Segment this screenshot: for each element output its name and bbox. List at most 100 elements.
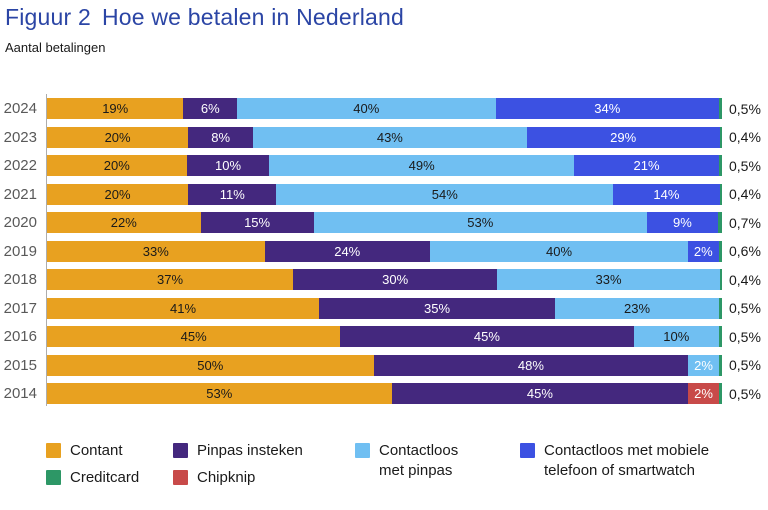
figure-header: Figuur 2 Hoe we betalen in Nederland Aant… — [0, 0, 768, 55]
legend-label: Pinpas insteken — [197, 442, 303, 459]
segment-contactloos-met-pinpas: 53% — [313, 212, 647, 233]
segment-value-label: 45% — [526, 386, 553, 401]
segment-pinpas-insteken: 6% — [183, 98, 238, 119]
segment-value-label: 35% — [423, 300, 451, 316]
segment-contant: 50% — [47, 354, 374, 376]
legend-label: Contant — [70, 442, 123, 459]
segment-value-label: 2% — [694, 357, 713, 373]
segment-contactloos-mobiel: 34% — [495, 98, 720, 119]
segment-chipknip: 2% — [688, 383, 719, 404]
segment-creditcard — [717, 212, 722, 233]
segment-contant: 41% — [47, 297, 319, 319]
legend-color-swatch — [355, 443, 370, 458]
year-label: 2021 — [3, 185, 37, 203]
creditcard-value-label: 0,5% — [729, 357, 761, 373]
bar-track: 19% 6% 40% 34% — [47, 98, 722, 119]
bar-row: 2022 20% 10% 49% 21% 0,5% — [0, 155, 768, 176]
creditcard-value-label: 0,7% — [729, 214, 761, 231]
bar-row: 2020 22% 15% 53% 9% 0,7% — [0, 212, 768, 233]
segment-contactloos-met-pinpas: 10% — [633, 326, 720, 347]
segment-creditcard — [719, 126, 722, 148]
bar-track: 41% 35% 23% — [47, 297, 723, 319]
segment-contant: 20% — [47, 126, 189, 148]
bar-row: 2019 33% 24% 40% 2% 0,6% — [0, 240, 768, 262]
segment-contactloos-met-pinpas: 40% — [237, 98, 496, 119]
segment-value-label: 45% — [180, 329, 207, 344]
figure-title-text: Hoe we betalen in Nederland — [101, 4, 405, 30]
segment-value-label: 20% — [104, 129, 131, 145]
year-label: 2023 — [3, 128, 37, 146]
year-label: 2016 — [3, 328, 37, 345]
segment-pinpas-insteken: 10% — [186, 155, 270, 176]
segment-value-label: 14% — [653, 186, 680, 202]
segment-value-label: 50% — [197, 357, 224, 373]
figure-title: Figuur 2 Hoe we betalen in Nederland — [5, 4, 768, 31]
legend-item: Chipknip — [173, 468, 355, 488]
segment-pinpas-insteken: 11% — [188, 183, 277, 205]
year-label: 2014 — [3, 385, 37, 402]
segment-contant: 19% — [47, 98, 184, 119]
creditcard-value-label: 0,5% — [729, 328, 761, 345]
segment-pinpas-insteken: 30% — [293, 269, 498, 290]
segment-value-label: 33% — [142, 243, 169, 259]
segment-contant: 53% — [47, 383, 392, 404]
segment-value-label: 53% — [206, 386, 233, 401]
segment-value-label: 15% — [244, 215, 271, 230]
segment-contant: 33% — [47, 240, 265, 262]
legend-color-swatch — [173, 470, 188, 485]
year-label: 2019 — [3, 242, 37, 260]
segment-value-label: 10% — [663, 329, 690, 344]
segment-creditcard — [718, 240, 722, 262]
segment-creditcard — [719, 269, 722, 290]
segment-value-label: 34% — [594, 101, 621, 116]
segment-value-label: 9% — [673, 215, 692, 230]
bar-row: 2024 19% 6% 40% 34% 0,5% — [0, 98, 768, 119]
segment-creditcard — [719, 326, 722, 347]
segment-value-label: 20% — [104, 186, 131, 202]
creditcard-value-label: 0,5% — [729, 385, 761, 402]
segment-pinpas-insteken: 15% — [200, 212, 314, 233]
segment-pinpas-insteken: 48% — [373, 354, 689, 376]
legend-label: Contactloos met pinpas — [379, 442, 459, 479]
segment-contactloos-mobiel: 14% — [613, 183, 720, 205]
bar-row: 2017 41% 35% 23% 0,5% — [0, 297, 768, 319]
creditcard-value-label: 0,6% — [729, 243, 761, 259]
segment-value-label: 40% — [545, 243, 573, 259]
bar-track: 45% 45% 10% — [47, 326, 722, 347]
segment-value-label: 21% — [633, 158, 660, 173]
creditcard-value-label: 0,4% — [729, 186, 761, 202]
segment-value-label: 29% — [610, 129, 637, 145]
year-label: 2022 — [3, 157, 37, 174]
chart-rows: 2024 19% 6% 40% 34% 0,5% 2023 20% 8% 43% 29% 0,4% 20… — [0, 98, 768, 404]
segment-value-label: 41% — [169, 300, 197, 316]
segment-contant: 20% — [47, 155, 187, 176]
segment-value-label: 19% — [102, 101, 129, 116]
segment-value-label: 6% — [200, 101, 220, 116]
bar-row: 2021 20% 11% 54% 14% 0,4% — [0, 183, 768, 205]
segment-pinpas-insteken: 45% — [391, 383, 689, 404]
legend-color-swatch — [173, 443, 188, 458]
segment-pinpas-insteken: 45% — [340, 326, 634, 347]
segment-contant: 22% — [47, 212, 201, 233]
segment-value-label: 11% — [219, 186, 245, 202]
legend-item: Pinpas insteken — [173, 441, 355, 461]
legend-color-swatch — [520, 443, 535, 458]
year-label: 2018 — [3, 271, 37, 288]
segment-contactloos-mobiel: 2% — [688, 240, 719, 262]
legend-color-swatch — [46, 443, 61, 458]
bar-track: 37% 30% 33% — [47, 269, 722, 290]
segment-contactloos-met-pinpas: 54% — [276, 183, 614, 205]
segment-value-label: 53% — [467, 215, 494, 230]
bar-row: 2016 45% 45% 10% 0,5% — [0, 326, 768, 347]
figure-number: Figuur 2 — [5, 4, 91, 30]
bar-track: 20% 8% 43% 29% — [47, 126, 722, 148]
segment-contactloos-mobiel: 9% — [646, 212, 718, 233]
bar-track: 50% 48% 2% — [47, 354, 722, 376]
segment-contant: 37% — [47, 269, 293, 290]
bar-track: 20% 10% 49% 21% — [47, 155, 722, 176]
segment-creditcard — [718, 354, 722, 376]
segment-value-label: 45% — [473, 329, 500, 344]
legend: Contant Creditcard Pinpas insteken Chipknip… — [0, 441, 768, 488]
legend-label: Contactloos met mobiele telefoon of smar… — [544, 442, 710, 479]
